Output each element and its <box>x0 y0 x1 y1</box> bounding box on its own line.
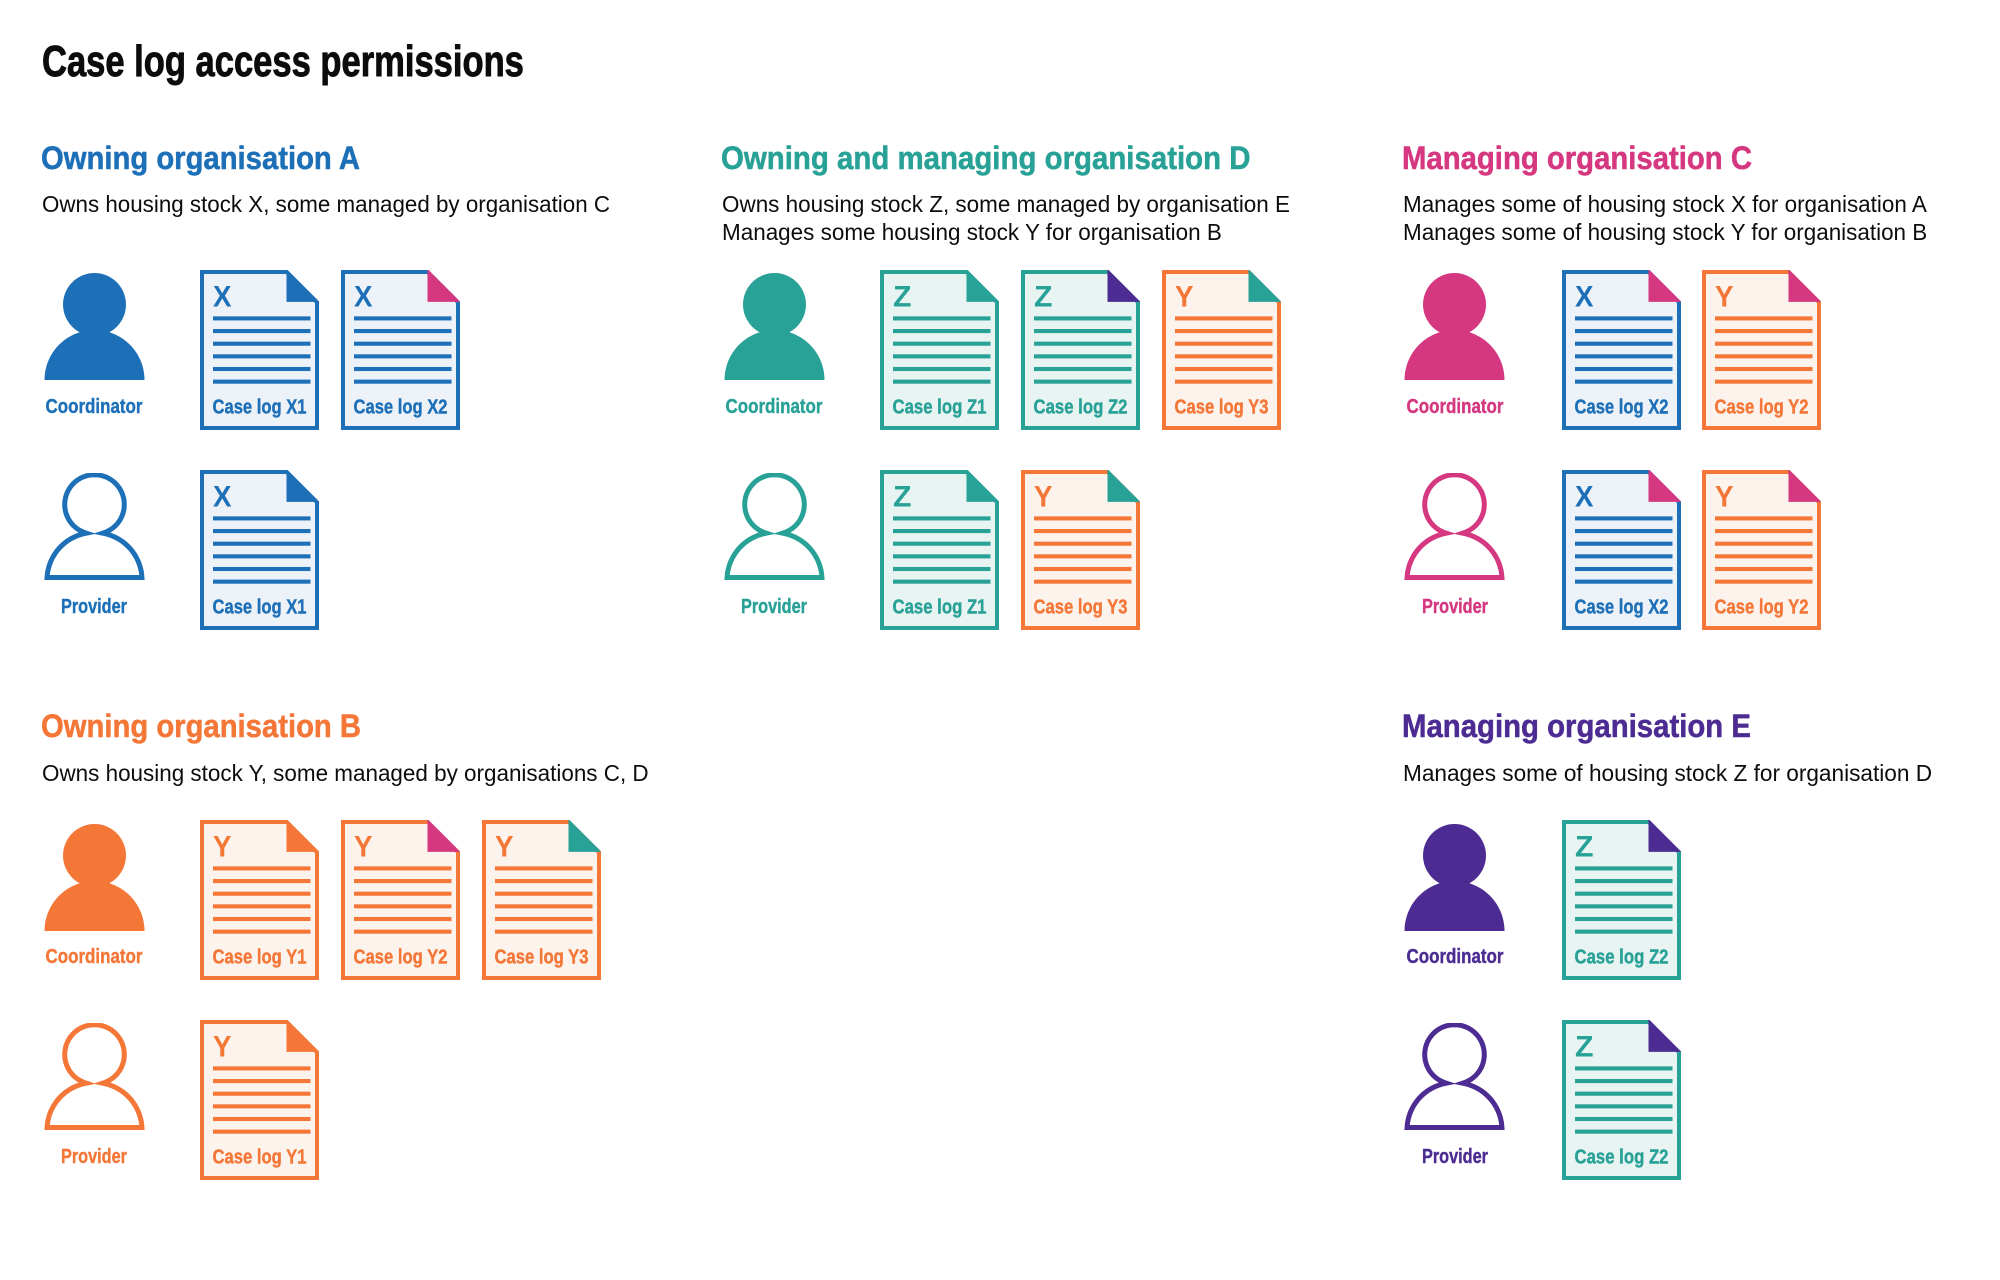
svg-text:Z: Z <box>1034 281 1053 314</box>
svg-text:Case log Y3: Case log Y3 <box>1175 396 1269 418</box>
svg-text:Case log Y2: Case log Y2 <box>1715 396 1809 418</box>
svg-text:Case log Y2: Case log Y2 <box>1715 596 1809 618</box>
svg-text:Case log Z1: Case log Z1 <box>893 396 987 418</box>
svg-text:Y: Y <box>213 831 232 864</box>
svg-text:X: X <box>213 281 232 314</box>
svg-text:Case log Z2: Case log Z2 <box>1034 396 1128 418</box>
svg-text:Case log Y3: Case log Y3 <box>495 947 589 969</box>
svg-text:Z: Z <box>1575 1030 1594 1063</box>
svg-text:Case log X2: Case log X2 <box>1575 396 1669 418</box>
svg-text:Z: Z <box>893 281 912 314</box>
svg-text:Y: Y <box>1034 481 1053 514</box>
svg-text:Y: Y <box>1175 281 1194 314</box>
svg-text:X: X <box>213 481 232 514</box>
svg-text:Case log X1: Case log X1 <box>213 396 307 418</box>
svg-text:X: X <box>1575 281 1594 314</box>
svg-text:X: X <box>1575 481 1594 514</box>
svg-text:Case log Z2: Case log Z2 <box>1575 947 1669 969</box>
svg-text:Case log X1: Case log X1 <box>213 596 307 618</box>
svg-text:Case log Y3: Case log Y3 <box>1034 596 1128 618</box>
svg-text:Y: Y <box>1715 481 1734 514</box>
svg-text:Case log X2: Case log X2 <box>354 396 448 418</box>
svg-text:Case log X2: Case log X2 <box>1575 596 1669 618</box>
svg-text:Y: Y <box>213 1030 232 1063</box>
svg-text:Case log Z2: Case log Z2 <box>1575 1146 1669 1168</box>
svg-text:Y: Y <box>354 831 373 864</box>
svg-text:Case log Y2: Case log Y2 <box>354 947 448 969</box>
svg-text:Case log Z1: Case log Z1 <box>893 596 987 618</box>
svg-text:Case log Y1: Case log Y1 <box>213 947 307 969</box>
svg-text:Y: Y <box>1715 281 1734 314</box>
svg-text:Z: Z <box>1575 831 1594 864</box>
svg-text:Z: Z <box>893 481 912 514</box>
svg-text:X: X <box>354 281 373 314</box>
svg-text:Case log Y1: Case log Y1 <box>213 1146 307 1168</box>
svg-text:Y: Y <box>495 831 514 864</box>
